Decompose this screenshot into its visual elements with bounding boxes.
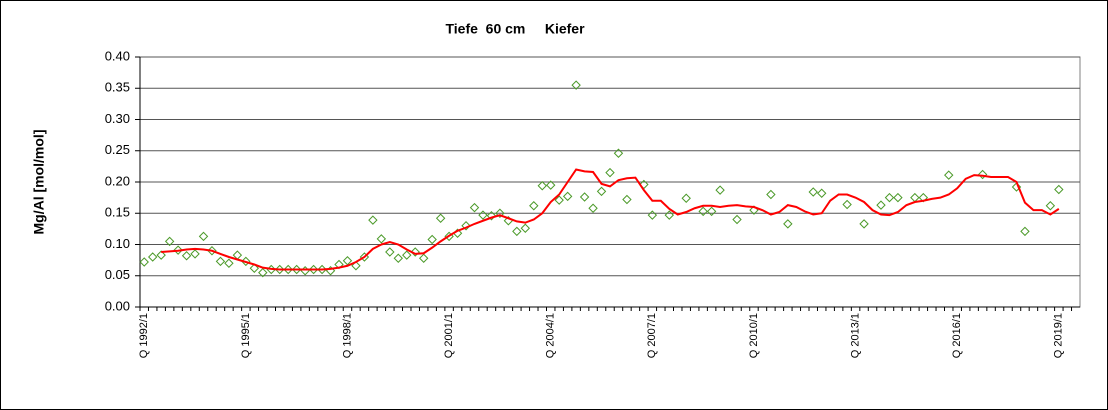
data-point bbox=[139, 257, 149, 267]
data-point bbox=[418, 253, 429, 263]
data-point bbox=[546, 180, 556, 190]
data-point bbox=[308, 264, 319, 275]
data-point bbox=[215, 256, 226, 267]
series-line bbox=[161, 168, 1060, 271]
data-point bbox=[486, 211, 497, 221]
data-point bbox=[317, 264, 327, 275]
data-point bbox=[376, 234, 387, 244]
data-point bbox=[241, 256, 251, 267]
data-point bbox=[402, 250, 412, 260]
data-point bbox=[249, 263, 260, 273]
data-point bbox=[876, 200, 886, 210]
data-point bbox=[766, 189, 776, 200]
data-point bbox=[198, 231, 209, 242]
data-point bbox=[562, 191, 573, 202]
x-tick-label: Q 2010/1 bbox=[748, 313, 760, 358]
data-point bbox=[173, 245, 183, 255]
data-point bbox=[181, 251, 192, 261]
y-tick-label: 0.15 bbox=[105, 205, 130, 220]
y-tick-label: 0.00 bbox=[105, 298, 130, 313]
data-point bbox=[275, 264, 285, 275]
data-point bbox=[351, 261, 361, 271]
data-point bbox=[224, 258, 234, 268]
data-point bbox=[156, 250, 166, 260]
data-point bbox=[622, 194, 632, 205]
y-tick-label: 0.20 bbox=[105, 173, 130, 188]
data-point bbox=[495, 208, 505, 218]
data-point bbox=[1054, 184, 1064, 195]
y-tick-label: 0.40 bbox=[105, 48, 130, 63]
data-point bbox=[1045, 201, 1056, 211]
x-tick-label: Q 1995/1 bbox=[240, 313, 252, 358]
data-point bbox=[435, 213, 446, 223]
data-point bbox=[808, 187, 818, 197]
data-point bbox=[783, 219, 793, 229]
data-point bbox=[427, 234, 437, 245]
data-point bbox=[512, 226, 522, 237]
data-point bbox=[461, 221, 471, 231]
x-tick-label: Q 1992/1 bbox=[138, 313, 150, 358]
data-point bbox=[520, 223, 531, 233]
y-axis-label: Mg/Al [mol/mol] bbox=[31, 130, 47, 235]
x-tick-label: Q 2013/1 bbox=[849, 313, 861, 358]
data-point bbox=[554, 195, 564, 205]
x-tick-label: Q 2016/1 bbox=[951, 313, 963, 358]
data-point bbox=[588, 203, 598, 213]
data-point bbox=[859, 219, 869, 229]
y-tick-label: 0.25 bbox=[105, 142, 130, 157]
data-point bbox=[258, 267, 268, 278]
data-point bbox=[817, 188, 827, 198]
data-point bbox=[596, 186, 607, 197]
data-point bbox=[190, 249, 200, 259]
data-point bbox=[698, 206, 708, 217]
data-point bbox=[681, 193, 691, 203]
data-point bbox=[605, 167, 615, 178]
data-point bbox=[613, 148, 624, 158]
data-point bbox=[944, 170, 954, 180]
data-point bbox=[664, 210, 674, 220]
data-point bbox=[732, 214, 742, 225]
data-point bbox=[393, 253, 403, 263]
x-tick-label: Q 1998/1 bbox=[341, 313, 353, 358]
y-tick-label: 0.10 bbox=[105, 236, 130, 251]
data-point bbox=[385, 247, 395, 257]
data-point bbox=[368, 215, 378, 225]
x-tick-label: Q 2001/1 bbox=[443, 313, 455, 358]
x-tick-label: Q 2019/1 bbox=[1053, 313, 1065, 358]
y-tick-label: 0.30 bbox=[105, 111, 130, 126]
data-point bbox=[537, 181, 547, 191]
x-tick-label: Q 2007/1 bbox=[646, 313, 658, 358]
data-point bbox=[884, 192, 895, 203]
data-point bbox=[478, 210, 488, 220]
data-point bbox=[469, 202, 480, 213]
data-point bbox=[977, 169, 988, 180]
data-point bbox=[283, 264, 293, 275]
data-point bbox=[529, 201, 539, 211]
data-point bbox=[893, 192, 903, 203]
data-point bbox=[715, 185, 725, 195]
y-tick-label: 0.35 bbox=[105, 80, 130, 95]
chart-title: Tiefe 60 cm Kiefer bbox=[445, 21, 585, 37]
data-point bbox=[410, 247, 420, 257]
data-point bbox=[647, 210, 658, 220]
data-point bbox=[1020, 226, 1030, 237]
data-point bbox=[291, 264, 302, 275]
data-point bbox=[1011, 182, 1022, 192]
x-tick-label: Q 2004/1 bbox=[545, 313, 557, 358]
data-point bbox=[147, 252, 158, 262]
data-point bbox=[571, 80, 581, 90]
data-point bbox=[842, 199, 852, 210]
data-point bbox=[579, 192, 590, 202]
y-tick-label: 0.05 bbox=[105, 267, 130, 282]
data-point bbox=[706, 206, 717, 217]
data-point bbox=[164, 236, 175, 247]
